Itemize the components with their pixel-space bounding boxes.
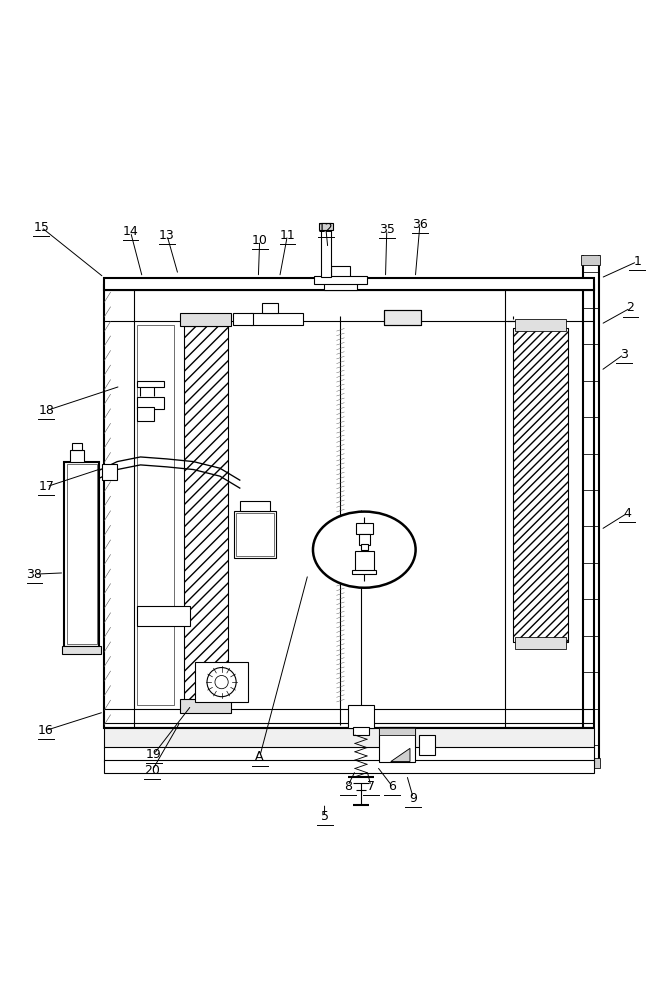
Bar: [386, 311, 418, 323]
Text: 13: 13: [159, 229, 175, 242]
Text: 12: 12: [318, 222, 334, 235]
Bar: [581, 255, 600, 265]
Text: 1: 1: [633, 255, 641, 268]
Bar: [137, 325, 174, 705]
Bar: [70, 450, 84, 462]
Bar: [104, 747, 594, 762]
Bar: [72, 443, 82, 450]
Text: 8: 8: [344, 780, 352, 793]
Bar: [353, 727, 369, 735]
Bar: [137, 397, 164, 409]
Text: 17: 17: [39, 480, 55, 493]
Bar: [184, 326, 228, 701]
Text: A: A: [255, 750, 264, 763]
Text: 11: 11: [279, 229, 295, 242]
Bar: [314, 276, 367, 284]
Bar: [180, 313, 231, 326]
Bar: [104, 285, 594, 728]
Bar: [180, 699, 231, 713]
Bar: [67, 464, 96, 644]
Bar: [134, 735, 591, 748]
Bar: [184, 326, 228, 701]
Text: 36: 36: [412, 218, 428, 231]
Text: 5: 5: [321, 810, 329, 823]
Bar: [137, 407, 154, 421]
Bar: [102, 464, 116, 480]
Bar: [352, 570, 376, 574]
Bar: [66, 464, 97, 645]
Bar: [321, 223, 331, 277]
Text: 4: 4: [623, 507, 631, 520]
Bar: [250, 313, 303, 325]
Bar: [379, 728, 415, 735]
Bar: [134, 755, 591, 762]
Bar: [104, 760, 594, 773]
Bar: [355, 551, 374, 571]
Bar: [63, 646, 101, 654]
Bar: [261, 303, 278, 313]
Bar: [513, 328, 568, 642]
Bar: [324, 278, 357, 290]
Text: 14: 14: [122, 225, 138, 238]
Bar: [515, 637, 566, 649]
Text: 20: 20: [144, 764, 160, 777]
Bar: [104, 278, 594, 290]
Bar: [331, 266, 350, 278]
Text: 10: 10: [252, 234, 267, 247]
Bar: [137, 606, 190, 626]
Bar: [237, 513, 273, 556]
Bar: [581, 758, 600, 768]
Bar: [235, 511, 275, 558]
Bar: [137, 381, 164, 387]
Bar: [359, 534, 370, 545]
Text: 15: 15: [33, 221, 49, 234]
Bar: [513, 328, 568, 642]
Bar: [379, 727, 415, 762]
Bar: [515, 319, 566, 331]
Bar: [356, 523, 373, 534]
Text: 7: 7: [367, 780, 375, 793]
Bar: [384, 310, 420, 325]
Bar: [104, 728, 594, 748]
Bar: [233, 313, 253, 325]
Text: 19: 19: [146, 748, 162, 761]
Bar: [361, 544, 368, 550]
Polygon shape: [391, 748, 410, 762]
Bar: [65, 462, 99, 647]
Bar: [134, 748, 591, 755]
Bar: [384, 310, 420, 325]
Text: 35: 35: [379, 223, 395, 236]
Bar: [418, 735, 435, 755]
Text: 2: 2: [626, 301, 634, 314]
Ellipse shape: [313, 512, 416, 588]
Bar: [195, 662, 249, 702]
Bar: [240, 501, 269, 511]
Bar: [348, 705, 374, 728]
Bar: [319, 223, 332, 230]
Text: 3: 3: [620, 348, 628, 361]
Text: 9: 9: [410, 792, 417, 804]
Text: 38: 38: [27, 568, 43, 581]
Text: 16: 16: [38, 724, 54, 737]
Text: 6: 6: [388, 780, 396, 793]
Text: 18: 18: [39, 404, 55, 417]
